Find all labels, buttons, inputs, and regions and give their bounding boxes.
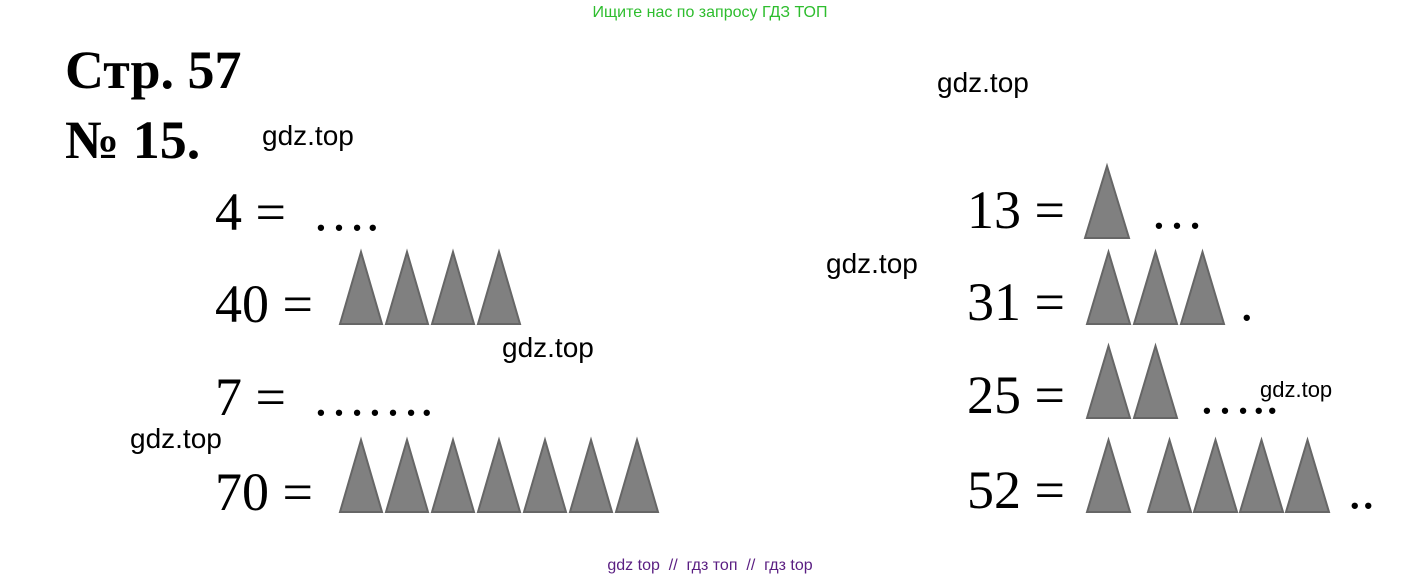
banner: Ищите нас по запросу ГДЗ ТОП	[593, 4, 828, 21]
triangle	[1146, 436, 1193, 513]
triangle	[1284, 436, 1331, 513]
triangle	[384, 436, 430, 513]
triangle	[1238, 436, 1285, 513]
triangle	[1179, 248, 1226, 325]
triangle	[338, 248, 384, 325]
triangle	[1192, 436, 1239, 513]
triangle	[338, 436, 384, 513]
equation-dots: ..	[1348, 460, 1375, 520]
triangle	[568, 436, 614, 513]
equation-dots: …..	[1198, 365, 1279, 425]
watermark: gdz.top	[937, 67, 1029, 98]
triangle	[1132, 342, 1179, 419]
triangle	[1083, 162, 1131, 239]
equation-lhs: 31 =	[967, 272, 1065, 332]
watermark: gdz.top	[130, 423, 222, 454]
footer: gdz top // гдз топ // гдз top	[607, 557, 812, 574]
watermark: gdz.top	[262, 120, 354, 151]
equation-lhs: 4 =	[215, 182, 286, 242]
triangle	[1132, 248, 1179, 325]
triangle	[430, 436, 476, 513]
triangle	[1085, 436, 1132, 513]
equation-lhs: 40 =	[215, 274, 313, 334]
triangle	[476, 248, 522, 325]
equation-lhs: 25 =	[967, 365, 1065, 425]
equation-dots: …	[1150, 180, 1204, 240]
equation-lhs: 52 =	[967, 460, 1065, 520]
watermark: gdz.top	[1260, 377, 1332, 402]
triangle	[430, 248, 476, 325]
equation-lhs: 13 =	[967, 180, 1065, 240]
triangles	[338, 162, 1331, 513]
equation-dots: .	[1240, 272, 1254, 332]
watermark: gdz.top	[826, 248, 918, 279]
triangle	[384, 248, 430, 325]
triangle	[1085, 342, 1132, 419]
watermark: gdz.top	[502, 332, 594, 363]
equation-dots: …….	[312, 367, 434, 427]
equation-dots: ….	[312, 182, 380, 242]
triangle	[1085, 248, 1132, 325]
equation-lhs: 70 =	[215, 462, 313, 522]
triangle	[614, 436, 660, 513]
triangle	[522, 436, 568, 513]
triangle	[476, 436, 522, 513]
task-number: № 15.	[65, 110, 200, 170]
equation-lhs: 7 =	[215, 367, 286, 427]
page-title: Стр. 57	[65, 40, 242, 100]
